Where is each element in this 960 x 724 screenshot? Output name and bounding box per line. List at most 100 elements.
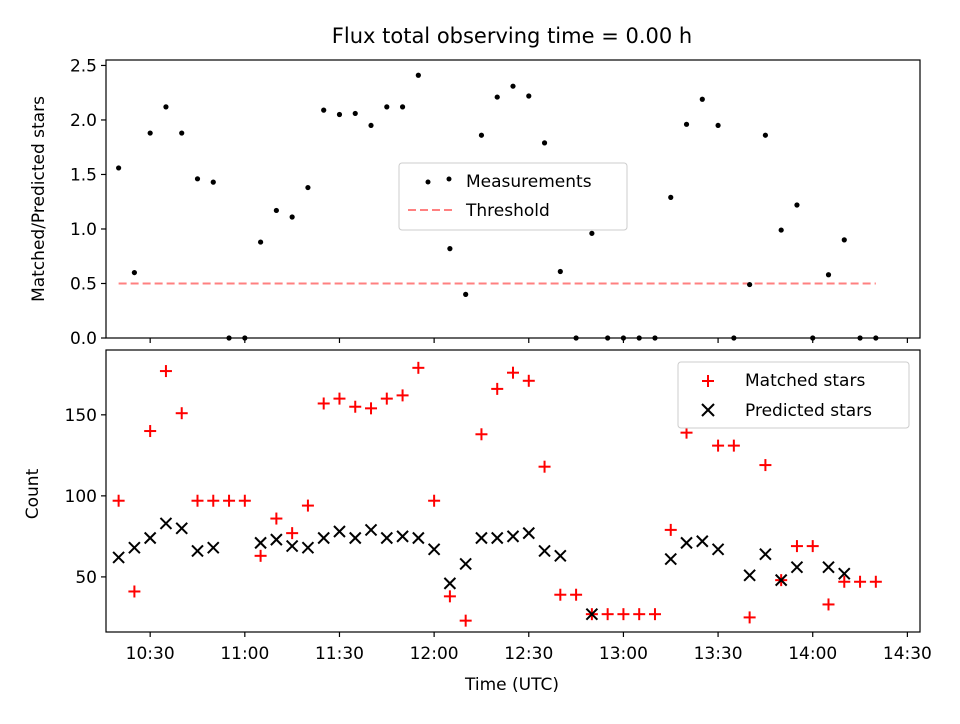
x-tick-label: 14:30 [883, 644, 932, 664]
matched-star-point [317, 397, 330, 410]
top-y-tick-label: 1.5 [70, 165, 97, 185]
measurement-point [510, 83, 516, 89]
measurement-point [179, 130, 185, 136]
measurement-point [620, 335, 627, 341]
measurement-point [321, 107, 327, 113]
measurement-point [668, 194, 674, 200]
bottom-x-ticks: 10:30 11:00 11:30 12:00 12:30 13:00 13:30 14:00… [126, 632, 932, 664]
top-axes-frame [105, 59, 921, 339]
matched-star-point [207, 494, 220, 507]
predicted-star-point [838, 567, 851, 580]
measurement-point [273, 207, 279, 214]
measurement-point [731, 335, 737, 341]
measurements-legend-marker-1 [425, 179, 431, 185]
matched-legend-marker [702, 375, 714, 387]
predicted-star-point [475, 531, 488, 545]
measurement-point [683, 121, 690, 127]
predicted-star-point [317, 531, 330, 545]
matched-star-point [759, 459, 772, 472]
bottom-y-tick-label: 50 [75, 568, 97, 588]
measurement-point [573, 335, 579, 341]
legend-measurements-label: Measurements [466, 172, 592, 192]
predicted-star-point [664, 552, 677, 566]
predicted-star-point [380, 531, 394, 545]
measurement-point [526, 93, 532, 99]
measurement-point [289, 214, 295, 220]
predicted-star-point [711, 543, 725, 556]
predicted-star-point [349, 531, 362, 545]
top-ylabel: Matched/Predicted stars [29, 96, 49, 302]
matched-star-point [491, 382, 504, 395]
matched-star-point [191, 494, 204, 507]
matched-star-point [128, 585, 141, 598]
measurement-point [605, 335, 611, 341]
measurement-point [873, 335, 879, 341]
measurement-point [194, 176, 201, 182]
predicted-star-point [333, 525, 346, 538]
predicted-star-point [743, 569, 756, 582]
measurement-point [589, 230, 595, 236]
predicted-star-point [143, 531, 157, 545]
matched-star-point [396, 389, 409, 402]
matched-star-point [790, 540, 803, 553]
predicted-star-point [585, 607, 599, 621]
x-tick-label: 11:30 [315, 644, 364, 664]
predicted-star-point [506, 530, 520, 543]
measurement-point [478, 132, 485, 138]
legend-predicted-label: Predicted stars [745, 401, 872, 421]
measurement-point [131, 269, 137, 276]
measurement-point [841, 237, 847, 243]
measurement-point [794, 202, 800, 208]
measurement-point [257, 239, 264, 245]
measurement-point [399, 104, 406, 110]
matched-star-point [570, 588, 583, 601]
predicted-star-point [207, 541, 220, 554]
matched-star-point [522, 374, 535, 387]
matched-star-point [712, 439, 725, 452]
predicted-star-point [396, 530, 409, 543]
measurement-point [699, 96, 705, 102]
predicted-star-point [285, 539, 299, 553]
measurement-point [636, 335, 642, 341]
measurement-point [116, 165, 122, 171]
measurement-point [715, 122, 721, 129]
predicted-star-point [522, 526, 535, 540]
measurement-point [336, 111, 343, 118]
x-tick-label: 11:00 [220, 644, 269, 664]
matched-star-point [869, 575, 882, 588]
x-tick-label: 10:30 [126, 644, 175, 664]
matched-star-point [380, 392, 393, 405]
predicted-star-point [254, 536, 267, 550]
measurement-point [210, 179, 216, 185]
top-y-tick-label: 0.0 [70, 329, 97, 349]
measurement-point [810, 335, 816, 341]
bottom-axes-frame [105, 349, 921, 633]
matched-star-point [806, 540, 819, 553]
predicted-legend-marker [701, 403, 715, 417]
top-y-tick-label: 1.0 [70, 220, 97, 240]
x-axis-label: Time (UTC) [464, 675, 559, 695]
matched-star-point [727, 439, 740, 452]
predicted-star-point [128, 541, 141, 554]
x-tick-label: 13:00 [599, 644, 648, 664]
predicted-star-point [822, 560, 835, 574]
matched-star-point [633, 608, 646, 621]
measurement-point [557, 268, 563, 275]
measurement-point [652, 335, 658, 341]
matched-star-point [443, 590, 456, 603]
predicted-star-point [364, 523, 378, 537]
matched-star-point [475, 428, 488, 441]
measurement-point [463, 291, 469, 297]
predicted-star-point [191, 544, 204, 558]
matched-star-point [554, 588, 567, 601]
matched-star-point [349, 400, 362, 413]
measurement-point [147, 130, 153, 136]
measurement-point [352, 110, 358, 117]
matched-star-point [112, 494, 125, 507]
matched-star-point [459, 614, 472, 627]
predicted-star-point [774, 573, 788, 587]
top-y-tick-label: 2.5 [70, 56, 97, 76]
matched-star-point [175, 407, 188, 420]
measurement-point [305, 184, 311, 191]
